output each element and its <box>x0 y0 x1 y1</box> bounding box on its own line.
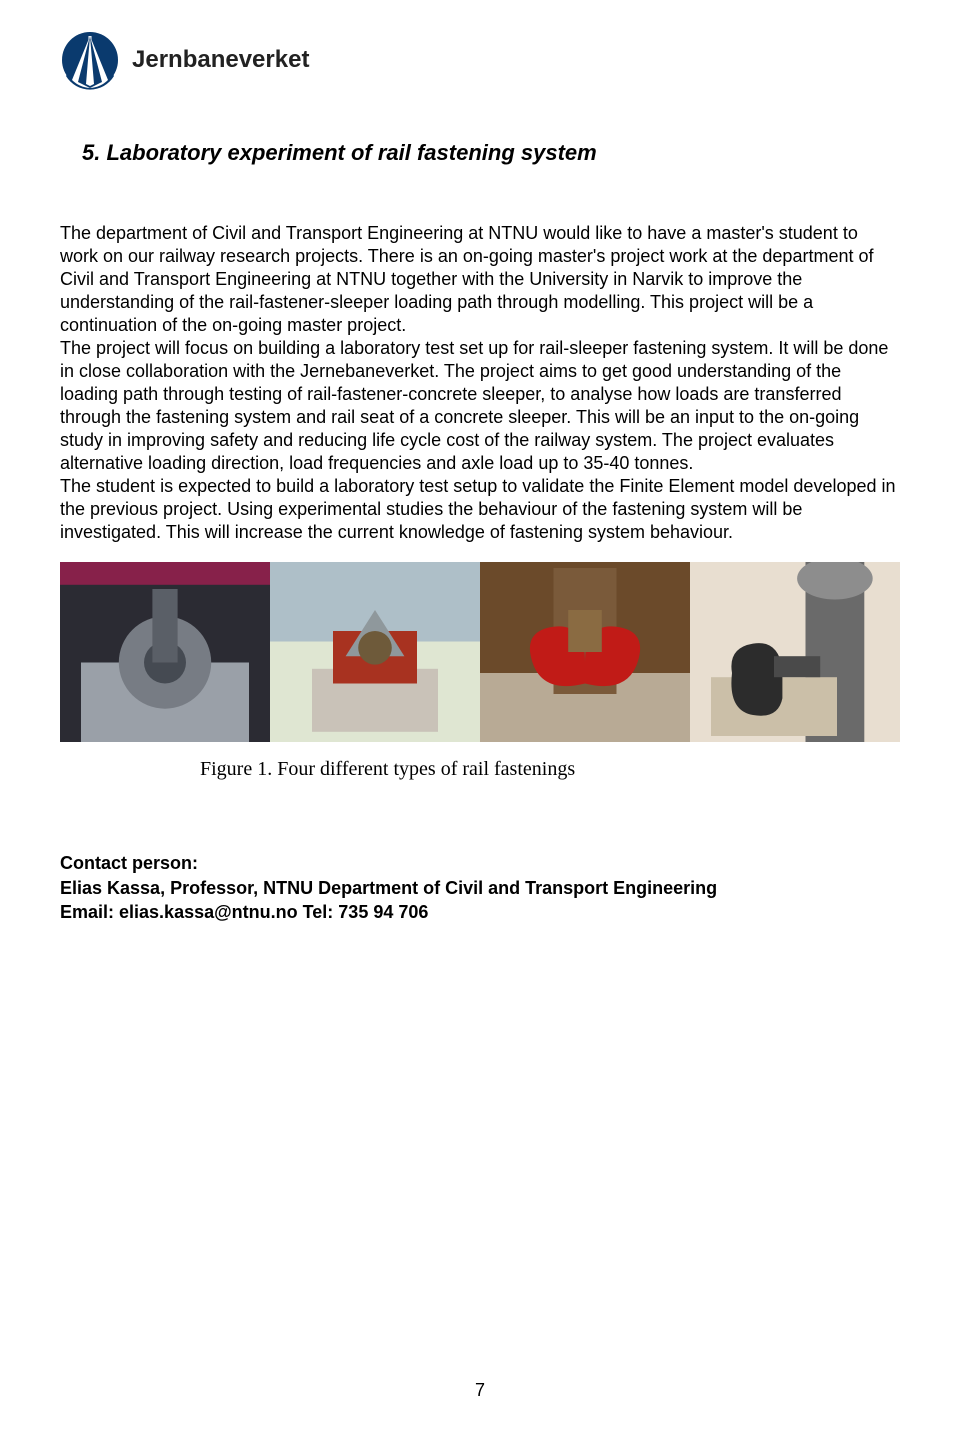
section-title: 5. Laboratory experiment of rail fasteni… <box>82 140 900 166</box>
contact-line-2: Email: elias.kassa@ntnu.no Tel: 735 94 7… <box>60 900 900 924</box>
figure-thumb-4 <box>690 562 900 742</box>
contact-line-1: Elias Kassa, Professor, NTNU Department … <box>60 876 900 900</box>
brand-name: Jernbaneverket <box>132 46 309 74</box>
figure-row <box>60 562 900 742</box>
contact-block: Contact person: Elias Kassa, Professor, … <box>60 851 900 924</box>
figure-caption: Figure 1. Four different types of rail f… <box>200 758 900 781</box>
header: Jernbaneverket <box>60 30 900 90</box>
logo-icon <box>60 30 120 90</box>
figure-thumb-3 <box>480 562 690 742</box>
page-number: 7 <box>475 1380 485 1401</box>
body-paragraph: The department of Civil and Transport En… <box>60 222 900 544</box>
figure-thumb-1 <box>60 562 270 742</box>
contact-heading: Contact person: <box>60 851 900 875</box>
figure-thumb-2 <box>270 562 480 742</box>
